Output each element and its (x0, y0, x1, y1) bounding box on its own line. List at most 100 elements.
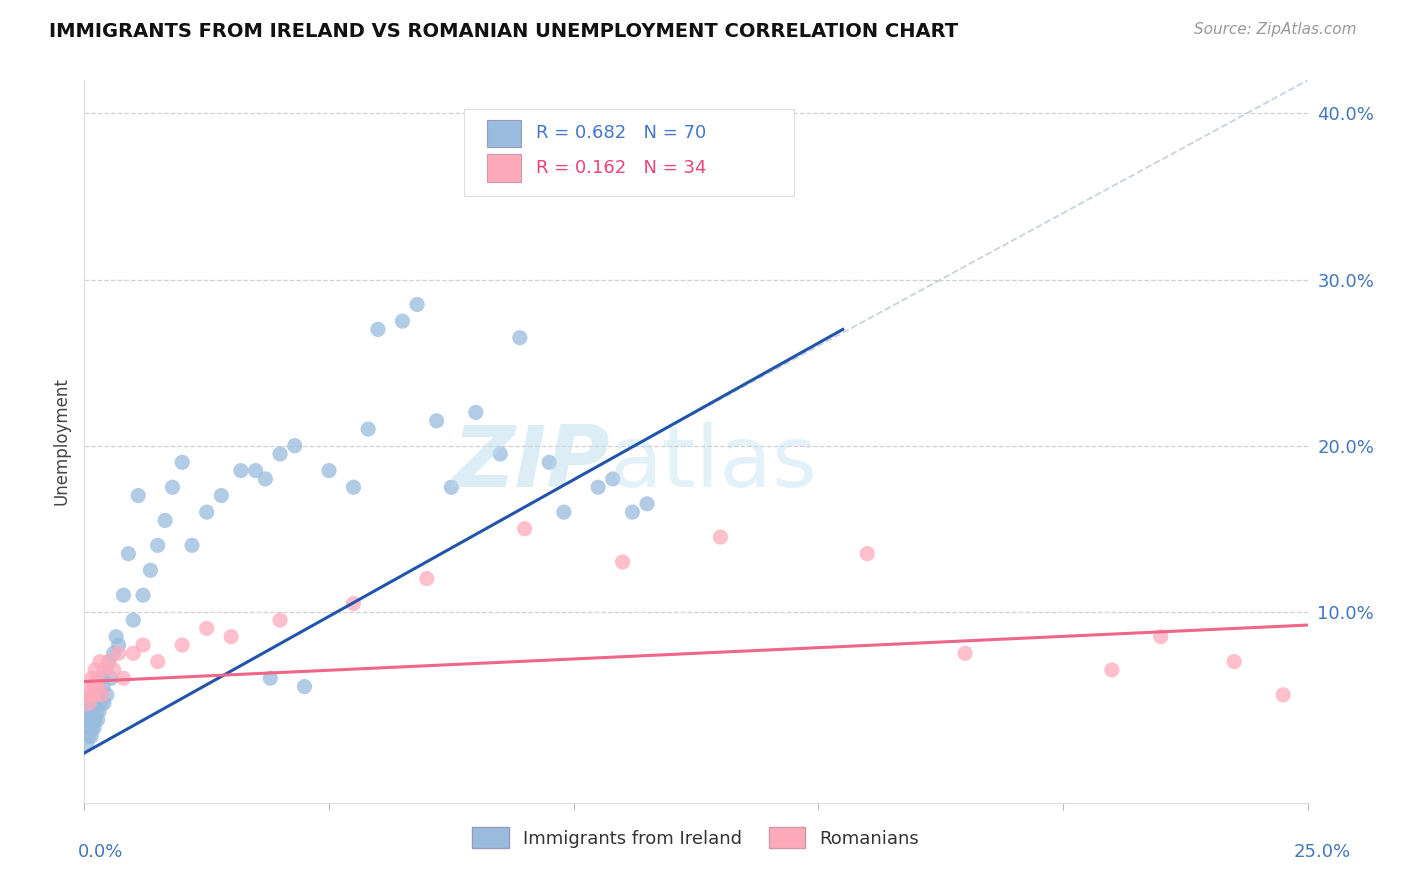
Point (172, 455, 194, 469)
Text: 0.0%: 0.0% (79, 843, 124, 861)
Point (76, 738, 98, 752)
Point (489, 447, 512, 461)
Point (146, 538, 169, 552)
Point (342, 480, 364, 494)
Point (127, 489, 149, 503)
Text: R = 0.682   N = 70: R = 0.682 N = 70 (536, 124, 706, 142)
Point (80, 730, 103, 744)
Point (406, 297, 429, 311)
Point (1101, 663, 1123, 677)
Point (77, 705, 100, 719)
Text: R = 0.162   N = 34: R = 0.162 N = 34 (536, 159, 706, 178)
Point (77, 696, 100, 710)
Point (284, 439, 307, 453)
Point (94, 663, 117, 677)
Point (953, 646, 976, 660)
Point (553, 505, 575, 519)
Point (440, 480, 463, 494)
Point (586, 480, 609, 494)
Point (84, 713, 107, 727)
Point (84, 688, 107, 702)
Text: IMMIGRANTS FROM IRELAND VS ROMANIAN UNEMPLOYMENT CORRELATION CHART: IMMIGRANTS FROM IRELAND VS ROMANIAN UNEM… (49, 22, 959, 41)
Text: ZIP: ZIP (453, 422, 610, 505)
Text: Source: ZipAtlas.com: Source: ZipAtlas.com (1194, 22, 1357, 37)
Point (87, 680, 110, 694)
Point (86, 713, 108, 727)
FancyBboxPatch shape (486, 120, 522, 147)
Point (96, 688, 118, 702)
Point (91, 688, 114, 702)
Point (426, 414, 449, 428)
Point (153, 513, 176, 527)
Point (538, 455, 561, 469)
Point (146, 655, 169, 669)
Point (79, 721, 101, 735)
Point (77, 680, 100, 694)
Point (89, 655, 111, 669)
Point (86, 705, 108, 719)
Point (82, 713, 104, 727)
Point (139, 563, 162, 577)
Point (103, 663, 125, 677)
Point (254, 472, 277, 486)
Point (79, 688, 101, 702)
Point (122, 646, 145, 660)
Point (132, 638, 155, 652)
Point (294, 680, 316, 694)
Point (100, 671, 122, 685)
Point (416, 572, 439, 586)
Point (621, 505, 644, 519)
Point (105, 630, 128, 644)
Text: 25.0%: 25.0% (1294, 843, 1350, 861)
Point (1150, 630, 1173, 644)
Point (269, 447, 291, 461)
Point (391, 314, 413, 328)
Point (181, 538, 204, 552)
Point (90, 696, 112, 710)
Point (229, 464, 252, 478)
Point (86, 671, 108, 685)
Point (172, 638, 194, 652)
Point (103, 646, 125, 660)
Point (87, 705, 110, 719)
Point (82, 688, 104, 702)
Point (122, 613, 145, 627)
Point (856, 547, 879, 561)
Point (107, 638, 129, 652)
Point (219, 630, 242, 644)
FancyBboxPatch shape (464, 109, 794, 196)
Point (80, 671, 103, 685)
Point (80, 721, 103, 735)
Point (117, 547, 139, 561)
Point (107, 646, 129, 660)
Point (357, 422, 380, 436)
FancyBboxPatch shape (486, 154, 522, 182)
Point (132, 588, 155, 602)
Point (83, 721, 105, 735)
Point (1223, 655, 1246, 669)
Point (80, 696, 103, 710)
Point (112, 588, 135, 602)
Point (195, 505, 218, 519)
Point (602, 472, 624, 486)
Point (79, 713, 101, 727)
Point (91, 671, 114, 685)
Point (342, 597, 364, 611)
Point (82, 688, 104, 702)
Point (209, 489, 232, 503)
Point (97, 655, 120, 669)
Point (84, 663, 107, 677)
Point (83, 680, 105, 694)
Point (709, 530, 731, 544)
Point (77, 730, 100, 744)
Point (1272, 688, 1295, 702)
Point (83, 696, 105, 710)
Point (612, 555, 634, 569)
Point (269, 613, 291, 627)
Point (318, 464, 340, 478)
Point (259, 671, 281, 685)
Point (367, 322, 389, 336)
Point (636, 497, 658, 511)
Point (245, 464, 267, 478)
Point (112, 671, 135, 685)
